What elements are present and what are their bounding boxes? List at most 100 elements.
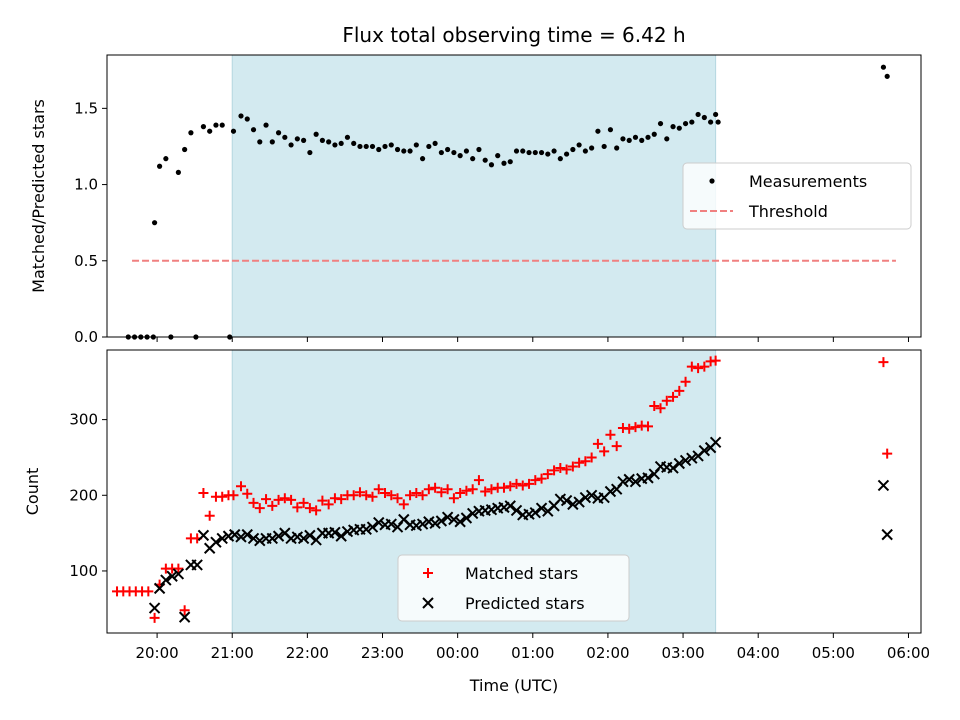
measurement-point [351, 140, 357, 147]
measurement-point [338, 140, 344, 147]
x-tick-label: 02:00 [586, 644, 629, 662]
measurement-point [419, 156, 426, 162]
predicted-star-point [266, 532, 279, 545]
measurement-point [463, 148, 470, 154]
bottom-legend-frame [397, 554, 630, 622]
measurement-point [576, 142, 582, 148]
predicted-star-point [460, 512, 473, 524]
measurement-point [526, 149, 532, 156]
matched-star-point [173, 563, 184, 574]
measurement-point [357, 143, 363, 150]
matched-star-point [524, 478, 535, 489]
legend-cross-glyph [422, 597, 434, 609]
predicted-star-point [667, 462, 679, 474]
predicted-star-point [191, 559, 203, 571]
top-y-tick-label: 1.0 [74, 176, 98, 194]
matched-star-point [655, 403, 666, 414]
matched-star-point [611, 441, 622, 452]
predicted-star-point [229, 528, 241, 541]
predicted-star-point [579, 491, 592, 504]
legend-predicted-marker [422, 597, 434, 609]
matched-star-point [574, 457, 585, 468]
measurement-point [614, 145, 620, 151]
matched-star-point [536, 473, 547, 484]
matched-star-point [179, 605, 190, 616]
bottom-panel: 100 200 300 20:00 21:00 22:00 23:00 00:00 01:00 0… [23, 349, 930, 695]
matched-star-point [380, 488, 391, 499]
matched-star-point [436, 487, 447, 498]
predicted-star-point [373, 516, 385, 529]
measurement-point [376, 146, 382, 153]
measurement-point [532, 149, 538, 156]
matched-star-point [461, 485, 472, 496]
matched-star-point [217, 491, 228, 502]
measurement-point [470, 156, 476, 162]
top-axes-frame [106, 54, 922, 338]
measurement-point [715, 119, 721, 125]
matched-star-point [323, 499, 334, 510]
matched-star-point [624, 423, 635, 434]
predicted-star-point [698, 444, 711, 457]
top-legend: Measurements Threshold [682, 162, 912, 230]
matched-star-point [555, 463, 566, 474]
measurement-point [570, 146, 576, 153]
predicted-star-point [881, 528, 893, 541]
measurement-point [175, 169, 181, 175]
measurement-point [670, 124, 676, 130]
x-tick-label: 22:00 [286, 644, 329, 662]
predicted-star-point [573, 496, 585, 508]
top-y-tick-label: 1.5 [74, 99, 98, 117]
matched-star-point [254, 503, 265, 514]
measurement-point [664, 136, 670, 142]
matched-star-point [668, 391, 679, 402]
matched-star-point [354, 487, 365, 498]
matched-star-point [417, 490, 428, 501]
measurement-point [639, 137, 645, 143]
matched-star-point [311, 505, 322, 516]
legend-matched-marker [423, 568, 433, 578]
matched-star-point [467, 484, 478, 495]
measurement-point [695, 111, 701, 118]
predicted-star-point [148, 602, 161, 614]
x-tick-label: 05:00 [812, 644, 855, 662]
predicted-star-point [466, 507, 479, 520]
measurement-point [601, 143, 607, 150]
predicted-star-point [454, 516, 466, 528]
matched-star-point [304, 503, 315, 514]
matched-star-point [580, 456, 591, 467]
predicted-star-point [709, 436, 722, 449]
matched-star-point [549, 465, 560, 476]
matched-star-point [373, 484, 384, 495]
top-y-tick-label: 0.0 [74, 328, 98, 346]
matched-star-point [143, 586, 154, 597]
predicted-star-point [623, 473, 635, 486]
measurement-point [238, 113, 244, 119]
measurement-point [607, 127, 614, 133]
predicted-star-point [679, 454, 692, 467]
matched-star-point [228, 490, 239, 501]
measurement-point [307, 149, 313, 156]
measurement-point [538, 149, 545, 156]
matched-star-point [198, 488, 209, 499]
matched-star-point [649, 400, 660, 411]
chart-title: Flux total observing time = 6.42 h [342, 23, 685, 47]
measurement-point [326, 139, 332, 145]
predicted-star-point [247, 532, 260, 545]
matched-star-point [242, 488, 253, 499]
measurement-point [263, 122, 269, 128]
predicted-star-point [441, 511, 454, 523]
matched-star-point [261, 494, 272, 505]
measurement-point [657, 120, 664, 127]
predicted-star-point [585, 489, 598, 501]
predicted-star-point [416, 518, 429, 530]
matched-star-point [455, 488, 466, 499]
matched-star-point [348, 490, 359, 501]
predicted-star-point [254, 534, 266, 547]
matched-star-point [392, 493, 403, 504]
measurement-point [250, 127, 257, 133]
measurement-point [713, 111, 719, 118]
measurement-point [507, 159, 513, 165]
measurement-point [501, 160, 507, 166]
measurement-point [156, 163, 163, 169]
predicted-star-point [366, 521, 379, 533]
